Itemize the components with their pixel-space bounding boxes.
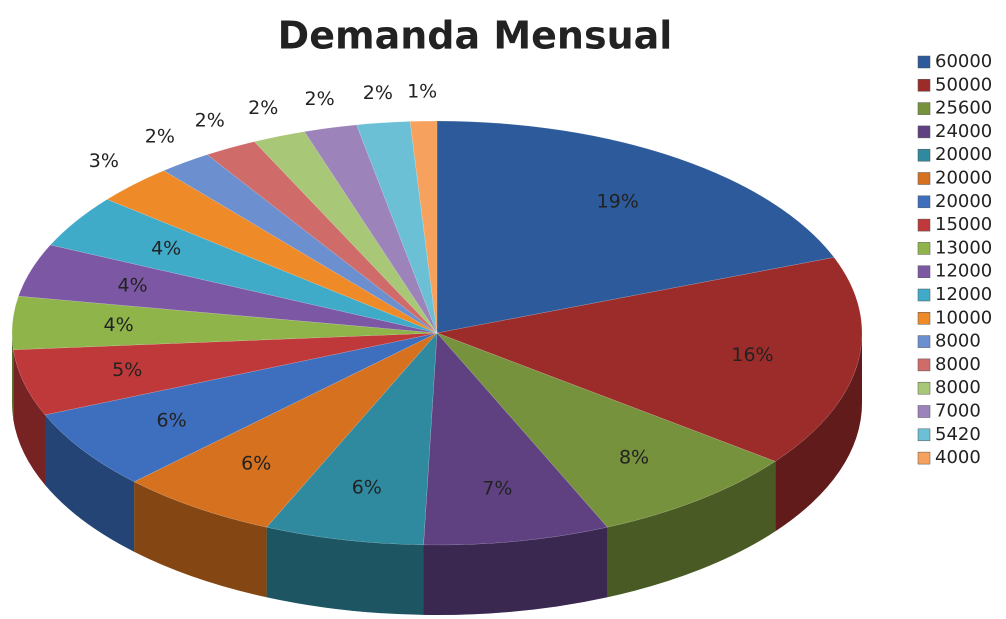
data-label: 16% xyxy=(731,344,773,366)
chart-title: Demanda Mensual xyxy=(278,14,673,58)
slice-side-shade xyxy=(423,527,608,615)
data-label: 6% xyxy=(241,452,271,474)
slice xyxy=(356,121,438,334)
legend-label: 4000 xyxy=(935,447,981,468)
slice-side xyxy=(423,527,608,615)
slice xyxy=(18,244,438,334)
legend-label: 20000 xyxy=(935,191,992,212)
legend-swatch xyxy=(917,288,931,302)
data-label: 5% xyxy=(112,359,142,381)
legend-label: 5420 xyxy=(935,424,981,445)
slice-side-shade xyxy=(607,461,776,598)
data-label: 8% xyxy=(619,446,649,468)
slice-side xyxy=(266,527,424,615)
legend-swatch xyxy=(917,55,931,69)
slice xyxy=(11,295,438,351)
data-label: 2% xyxy=(248,97,278,119)
slice xyxy=(423,332,608,546)
data-label: 2% xyxy=(305,88,335,110)
slice xyxy=(49,199,438,334)
slice-side xyxy=(13,349,45,485)
legend-swatch xyxy=(917,148,931,162)
legend-label: 60000 xyxy=(935,51,992,72)
legend-label: 20000 xyxy=(935,168,992,189)
slice xyxy=(206,141,438,334)
slice-side xyxy=(12,333,14,420)
legend-label: 8000 xyxy=(935,354,981,375)
legend-label: 20000 xyxy=(935,144,992,165)
legend-label: 25600 xyxy=(935,98,992,119)
legend-swatch xyxy=(917,428,931,442)
slice xyxy=(436,257,863,462)
data-label: 2% xyxy=(195,110,225,132)
slice xyxy=(13,332,438,416)
data-label: 4% xyxy=(104,314,134,336)
legend-swatch xyxy=(917,242,931,255)
data-label: 6% xyxy=(352,477,382,499)
slice xyxy=(436,332,776,528)
data-label: 1% xyxy=(407,80,437,102)
legend-swatch xyxy=(917,358,931,372)
legend-swatch xyxy=(917,102,931,115)
legend-swatch xyxy=(917,381,931,395)
slice-side-shade xyxy=(44,414,135,552)
legend-label: 15000 xyxy=(935,214,992,235)
slice xyxy=(163,154,438,334)
slice xyxy=(44,332,438,482)
slice-side xyxy=(44,414,135,552)
legend-swatch xyxy=(917,172,931,185)
legend-swatch xyxy=(917,335,931,348)
slice-side xyxy=(607,461,776,598)
data-label: 4% xyxy=(118,274,148,296)
legend-swatch xyxy=(917,125,931,139)
slice xyxy=(253,131,438,334)
slice xyxy=(106,170,438,334)
slice-side-shade xyxy=(12,333,14,420)
legend-swatch xyxy=(917,312,931,325)
legend-swatch xyxy=(917,79,931,92)
data-label: 2% xyxy=(145,126,175,148)
slice-side-shade xyxy=(775,333,862,532)
slice xyxy=(409,120,438,334)
slice xyxy=(133,332,438,528)
legend-swatch xyxy=(917,451,931,465)
data-label: 6% xyxy=(157,410,187,432)
slice xyxy=(266,332,438,546)
slice-side-shade xyxy=(266,527,424,615)
legend-label: 8000 xyxy=(935,331,981,352)
data-label: 7% xyxy=(482,478,512,500)
data-label: 3% xyxy=(89,150,119,172)
legend-label: 7000 xyxy=(935,401,981,422)
legend-swatch xyxy=(917,218,931,232)
legend-label: 8000 xyxy=(935,377,981,398)
legend-label: 12000 xyxy=(935,284,992,305)
legend-swatch xyxy=(917,265,931,278)
legend-swatch xyxy=(917,195,931,209)
legend-label: 10000 xyxy=(935,307,992,328)
legend-label: 24000 xyxy=(935,121,992,142)
data-label: 19% xyxy=(597,191,639,213)
slice-side xyxy=(775,333,862,532)
slice-side-shade xyxy=(134,481,267,598)
slice-side-shade xyxy=(13,349,45,485)
data-label: 4% xyxy=(151,238,181,260)
legend-label: 50000 xyxy=(935,74,992,95)
slice xyxy=(436,120,835,334)
slice-side xyxy=(134,481,267,598)
legend-swatch xyxy=(917,405,931,418)
legend-label: 13000 xyxy=(935,237,992,258)
legend-label: 12000 xyxy=(935,261,992,282)
data-label: 2% xyxy=(363,82,393,104)
slice xyxy=(303,124,438,334)
